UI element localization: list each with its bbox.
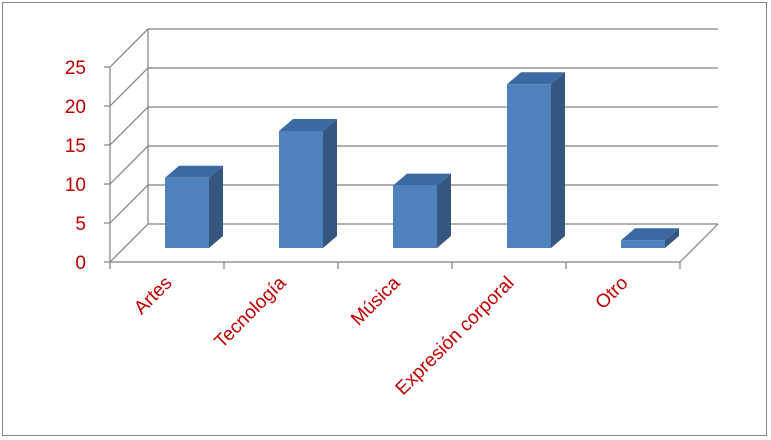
- x-category-label: Otro: [592, 273, 633, 314]
- bar-top: [393, 173, 451, 186]
- gridline: [109, 106, 718, 146]
- y-tick-label: 5: [75, 214, 86, 235]
- bar-side: [665, 228, 679, 248]
- y-tick-label: 0: [75, 253, 86, 274]
- bar: [507, 72, 565, 248]
- bar-top: [165, 165, 223, 178]
- bar-top: [279, 119, 337, 131]
- x-category-label: Tecnología: [211, 272, 291, 352]
- bar: [621, 228, 679, 248]
- gridline: [109, 28, 718, 68]
- y-tick-label: 25: [65, 58, 86, 79]
- bar-front: [393, 185, 437, 248]
- x-category-label: Expresión corporal: [392, 273, 519, 400]
- floor-right-edge: [679, 223, 719, 263]
- x-axis-category-labels: Artes Tecnología Música Expresión corpor…: [130, 272, 632, 399]
- axes: [104, 29, 719, 269]
- y-tick-label: 10: [65, 175, 86, 196]
- bar-side: [551, 72, 565, 248]
- bar-top: [507, 72, 565, 85]
- bar-side: [323, 119, 337, 248]
- y-tick-label: 20: [65, 97, 86, 118]
- bar-top: [621, 228, 679, 241]
- bar: [393, 173, 451, 248]
- bars: [165, 72, 679, 248]
- y-axis-tick-labels: 0 5 10 15 20 25: [65, 58, 86, 274]
- bar-front: [279, 131, 323, 248]
- bar-side: [209, 165, 223, 248]
- bar-front: [507, 84, 551, 248]
- chart-area: [2, 2, 767, 436]
- bar-front: [165, 177, 209, 248]
- bar: [165, 165, 223, 248]
- bar-side: [437, 173, 451, 248]
- bar: [279, 119, 337, 248]
- x-category-label: Artes: [130, 273, 176, 319]
- gridline: [109, 67, 718, 107]
- bar-front: [621, 240, 665, 248]
- y-tick-label: 15: [65, 136, 86, 157]
- x-category-label: Música: [347, 272, 405, 330]
